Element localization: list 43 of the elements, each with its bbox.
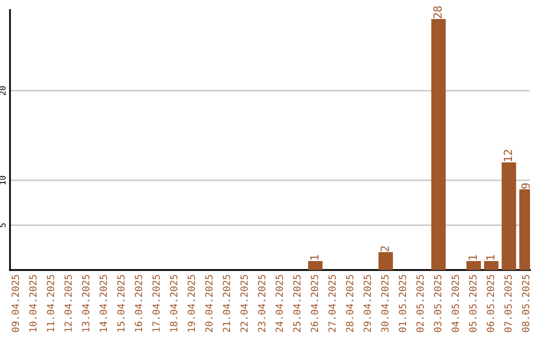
x-tick-label: 22.04.2025 <box>240 274 248 332</box>
bar <box>431 18 446 270</box>
x-tick-label: 28.04.2025 <box>346 274 354 332</box>
x-tick-label: 15.04.2025 <box>117 274 125 332</box>
data-label: 28 <box>433 6 442 18</box>
data-label: 12 <box>504 150 512 162</box>
x-tick-label: 19.04.2025 <box>188 274 195 332</box>
data-label: 2 <box>380 246 389 252</box>
data-label: 1 <box>468 255 477 260</box>
x-tick-label: 24.04.2025 <box>276 274 283 332</box>
x-tick-label: 16.04.2025 <box>134 274 142 332</box>
x-tick-label: 20.04.2025 <box>205 274 213 332</box>
x-tick-label: 06.05.2025 <box>486 274 494 332</box>
x-tick-label: 01.05.2025 <box>398 274 406 332</box>
x-tick-label: 09.04.2025 <box>12 274 20 332</box>
x-tick-label: 21.04.2025 <box>222 274 230 332</box>
bar <box>466 261 481 270</box>
data-label: 1 <box>486 255 494 260</box>
x-tick-label: 30.04.2025 <box>381 274 389 332</box>
x-tick-label: 04.05.2025 <box>452 274 459 332</box>
x-tick-label: 03.05.2025 <box>434 274 442 332</box>
x-tick-label: 17.04.2025 <box>152 274 160 332</box>
bar <box>308 261 323 270</box>
x-tick-label: 13.04.2025 <box>82 274 90 332</box>
x-tick-label: 12.04.2025 <box>64 274 72 332</box>
x-tick-label: 11.04.2025 <box>46 274 54 332</box>
bar <box>502 162 516 270</box>
x-tick-label: 27.04.2025 <box>328 274 336 332</box>
x-tick-label: 26.04.2025 <box>310 274 318 332</box>
bar <box>378 252 393 270</box>
x-tick-label: 14.04.2025 <box>100 274 107 332</box>
x-tick-label: 18.04.2025 <box>170 274 178 332</box>
x-tick-label: 10.04.2025 <box>29 274 37 332</box>
data-label: 1 <box>310 255 318 260</box>
x-tick-label: 29.04.2025 <box>364 274 371 332</box>
data-label: 9 <box>521 183 530 189</box>
x-tick-label: 05.05.2025 <box>469 274 477 332</box>
x-tick-label: 07.05.2025 <box>504 274 512 332</box>
x-tick-label: 08.05.2025 <box>522 274 530 332</box>
x-tick-label: 23.04.2025 <box>258 274 266 332</box>
x-tick-label: 25.04.2025 <box>293 274 301 332</box>
bar <box>484 261 498 270</box>
x-tick-label: 02.05.2025 <box>416 274 424 332</box>
